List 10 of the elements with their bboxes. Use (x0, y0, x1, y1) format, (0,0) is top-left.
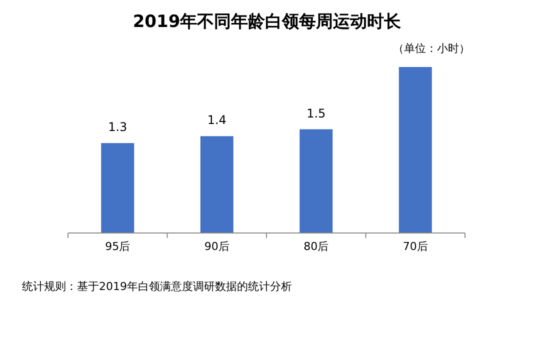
chart-title: 2019年不同年龄白领每周运动时长 (132, 12, 402, 32)
x-tick-label: 80后 (304, 240, 329, 253)
data-label: 1.4 (207, 113, 226, 128)
text: 统计规则：基于2019年白领满意度调研数据的统计分析 (22, 280, 292, 293)
data-label: 1.5 (306, 106, 326, 120)
x-tick-label: 90后 (204, 240, 230, 253)
x-tick-label: 70后 (402, 240, 428, 253)
x-tick-label: 95后 (105, 240, 130, 253)
data-label: 1.3 (108, 120, 128, 134)
text: （单位：小时） (393, 42, 470, 55)
